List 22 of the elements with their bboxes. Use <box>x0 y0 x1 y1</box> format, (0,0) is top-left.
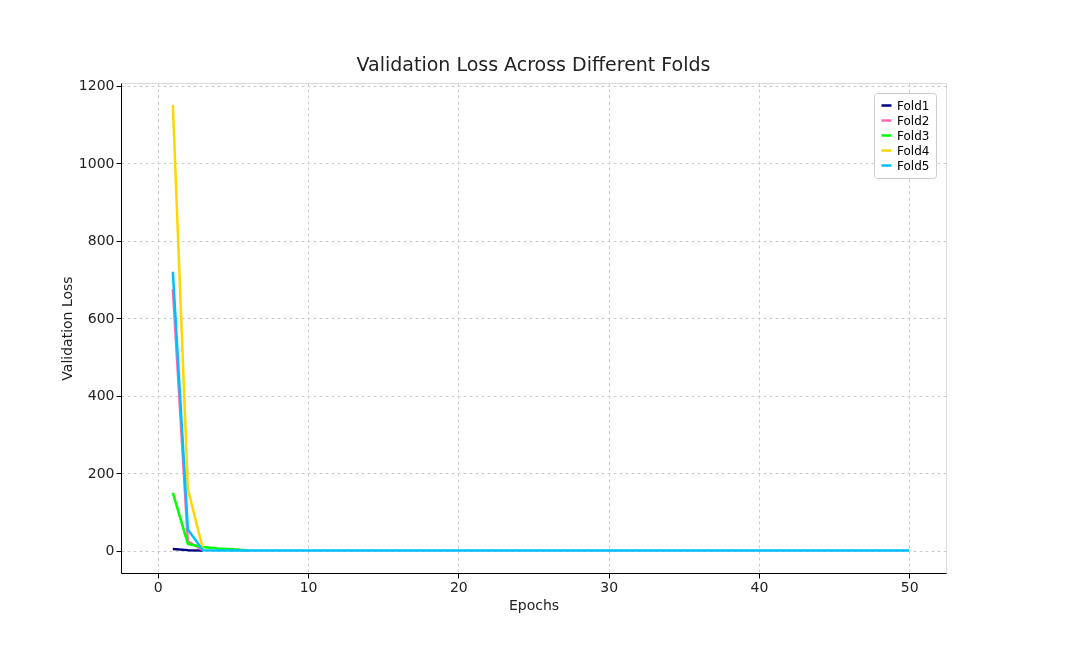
y-tick-label: 0 <box>105 542 115 559</box>
y-tick-label: 600 <box>87 309 115 326</box>
chart-title: Validation Loss Across Different Folds <box>356 52 711 75</box>
y-tick-label: 800 <box>87 232 115 249</box>
x-tick-label: 40 <box>750 578 769 595</box>
x-tick-label: 20 <box>449 578 468 595</box>
legend-label: Fold4 <box>897 143 930 158</box>
legend-label: Fold1 <box>897 98 930 113</box>
y-tick-label: 1200 <box>78 77 115 94</box>
legend-label: Fold5 <box>897 158 930 173</box>
y-tick-label: 200 <box>87 464 115 481</box>
y-tick-label: 1000 <box>78 154 115 171</box>
y-tick-label: 400 <box>87 387 115 404</box>
x-axis-title: Epochs <box>508 596 560 613</box>
legend-label: Fold3 <box>897 128 930 143</box>
legend-label: Fold2 <box>897 113 930 128</box>
x-tick-label: 0 <box>153 578 163 595</box>
line-series <box>171 270 911 552</box>
x-tick-label: 10 <box>299 578 318 595</box>
x-tick-label: 30 <box>600 578 619 595</box>
y-axis-title: Validation Loss <box>58 276 75 381</box>
x-tick-label: 50 <box>900 578 919 595</box>
